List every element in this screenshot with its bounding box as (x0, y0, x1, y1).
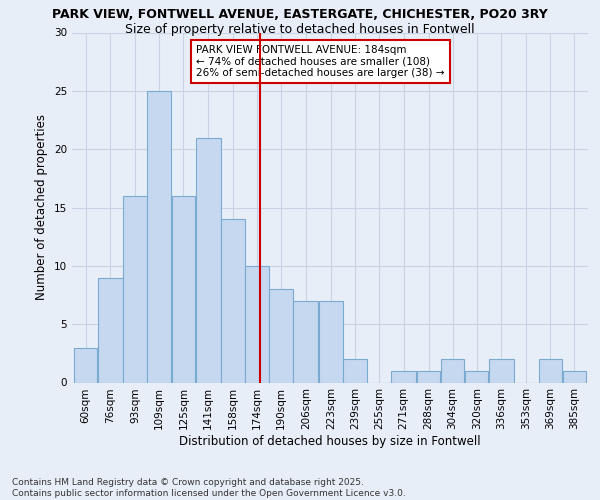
Bar (391, 371, 416, 382)
Bar (489, 359, 514, 382)
Bar (98, 278, 123, 382)
Bar (172, 196, 195, 382)
Bar (293, 301, 319, 382)
Bar (441, 359, 464, 382)
Text: PARK VIEW, FONTWELL AVENUE, EASTERGATE, CHICHESTER, PO20 3RY: PARK VIEW, FONTWELL AVENUE, EASTERGATE, … (52, 8, 548, 20)
Bar (74, 348, 97, 382)
Bar (563, 371, 586, 382)
Bar (417, 371, 440, 382)
Text: Contains HM Land Registry data © Crown copyright and database right 2025.
Contai: Contains HM Land Registry data © Crown c… (12, 478, 406, 498)
Bar (465, 371, 488, 382)
Bar (269, 289, 293, 382)
Text: PARK VIEW FONTWELL AVENUE: 184sqm
← 74% of detached houses are smaller (108)
26%: PARK VIEW FONTWELL AVENUE: 184sqm ← 74% … (196, 45, 445, 78)
Y-axis label: Number of detached properties: Number of detached properties (35, 114, 49, 300)
Bar (148, 91, 171, 382)
Bar (124, 196, 147, 382)
Bar (539, 359, 562, 382)
Bar (343, 359, 367, 382)
Bar (245, 266, 269, 382)
Bar (319, 301, 343, 382)
X-axis label: Distribution of detached houses by size in Fontwell: Distribution of detached houses by size … (179, 435, 481, 448)
Text: Size of property relative to detached houses in Fontwell: Size of property relative to detached ho… (125, 22, 475, 36)
Bar (221, 219, 245, 382)
Bar (196, 138, 221, 382)
